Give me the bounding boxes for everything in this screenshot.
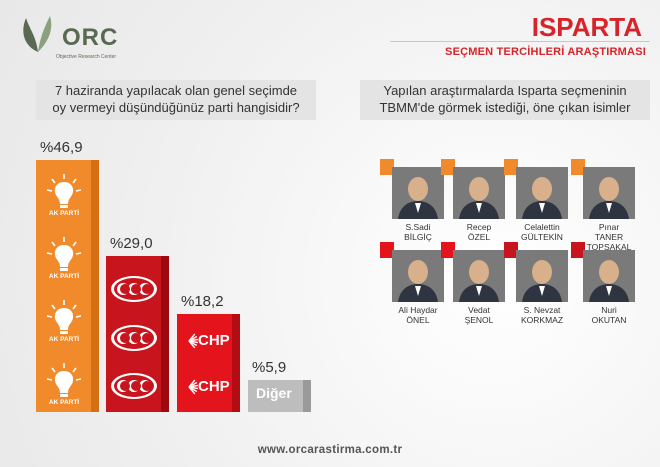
question-left-line2: oy vermeyi düşündüğünüz parti hangisidir… (52, 100, 300, 115)
ak-parti-logo-label: AK PARTİ (48, 336, 80, 343)
candidate-name: Ali Haydar (398, 305, 438, 315)
other-bar-label: Diğer (256, 385, 292, 401)
candidate-photo (583, 167, 635, 219)
question-left-line1: 7 haziranda yapılacak olan genel seçimde (54, 83, 298, 98)
candidate-surname: ŞENOL (464, 315, 494, 325)
mhp-crescents-icon (109, 323, 159, 353)
candidate-card: Recep ÖZEL (441, 159, 510, 242)
candidate-card: Vedat ŞENOL (441, 242, 510, 325)
candidate-surname: BİLGİÇ (404, 232, 432, 242)
candidate-card: Nuri OKUTAN (571, 242, 640, 325)
candidate-surname: ÖZEL (467, 232, 491, 242)
candidate-name: S.Sadi (405, 222, 431, 232)
ak-parti-logo-label: AK PARTİ (48, 399, 80, 406)
logo-text: ORC (62, 24, 119, 51)
candidate-card: S. Nevzat KORKMAZ (504, 242, 573, 325)
orc-logo: ORC Objective Research Center (18, 12, 128, 64)
ak-parti-bulb-icon: AK PARTİ (42, 233, 86, 285)
candidate-card: Pınar TANER TOPSAKAL (571, 159, 640, 252)
ak-parti-logo-label: AK PARTİ (48, 210, 80, 217)
chp-arrows-icon: CHP (179, 326, 231, 356)
candidate-surname: ÖNEL (406, 315, 430, 325)
ak-parti-bulb-icon: AK PARTİ (42, 170, 86, 222)
ak-parti-badge-icon (441, 159, 455, 175)
question-left: 7 haziranda yapılacak olan genel seçimde… (36, 80, 316, 120)
chp-logo-label: CHP (198, 378, 230, 395)
bar-chp (177, 314, 240, 412)
candidate-photo (453, 167, 505, 219)
candidate-photo (516, 250, 568, 302)
candidate-name: Celalettin (524, 222, 560, 232)
bar-other (248, 380, 311, 412)
chp-logo-label: CHP (198, 332, 230, 349)
candidate-name: Recep (466, 222, 492, 232)
candidate-card: Celalettin GÜLTEKİN (504, 159, 573, 242)
candidate-name: Pınar (598, 222, 620, 232)
mhp-crescents-icon (109, 274, 159, 304)
candidate-photo (392, 250, 444, 302)
candidate-name: Vedat (468, 305, 490, 315)
question-right: Yapılan araştırmalarda Isparta seçmenini… (360, 80, 650, 120)
question-right-line1: Yapılan araştırmalarda Isparta seçmenini… (383, 83, 627, 98)
candidate-surname: OKUTAN (591, 315, 627, 325)
value-label-ak-parti: %46,9 (40, 139, 83, 156)
value-label-other: %5,9 (252, 359, 287, 376)
candidate-photo (583, 250, 635, 302)
candidate-name: Nuri (601, 305, 617, 315)
candidate-card: S.Sadi BİLGİÇ (380, 159, 449, 242)
mhp-badge-icon (504, 242, 518, 258)
chp-badge-icon (380, 242, 394, 258)
ak-parti-badge-icon (504, 159, 518, 175)
orc-leaf-icon (23, 16, 52, 52)
mhp-badge-icon (571, 242, 585, 258)
survey-subtitle: SEÇMEN TERCİHLERİ ARAŞTIRMASI (445, 46, 646, 58)
candidate-photo (516, 167, 568, 219)
region-title: ISPARTA (531, 12, 642, 42)
chp-arrows-icon: CHP (179, 372, 231, 402)
ak-parti-bulb-icon: AK PARTİ (42, 296, 86, 348)
ak-parti-badge-icon (571, 159, 585, 175)
candidate-photo (453, 250, 505, 302)
header-divider (390, 41, 650, 42)
ak-parti-bulb-icon: AK PARTİ (42, 359, 86, 411)
chp-badge-icon (441, 242, 455, 258)
candidate-card: Ali Haydar ÖNEL (380, 242, 449, 325)
logo-subtext: Objective Research Center (56, 54, 117, 60)
mhp-crescents-icon (109, 371, 159, 401)
candidate-surname: TANER TOPSAKAL (586, 232, 632, 252)
candidate-surname: KORKMAZ (520, 315, 564, 325)
candidate-photo (392, 167, 444, 219)
footer-url: www.orcarastirma.com.tr (257, 444, 403, 456)
ak-parti-badge-icon (380, 159, 394, 175)
value-label-mhp: %29,0 (110, 235, 153, 252)
question-right-line2: TBMM'de görmek istediği, öne çıkan isiml… (379, 100, 631, 115)
candidate-name: S. Nevzat (523, 305, 561, 315)
candidate-surname: GÜLTEKİN (521, 232, 563, 242)
ak-parti-logo-label: AK PARTİ (48, 273, 80, 280)
value-label-chp: %18,2 (181, 293, 224, 310)
